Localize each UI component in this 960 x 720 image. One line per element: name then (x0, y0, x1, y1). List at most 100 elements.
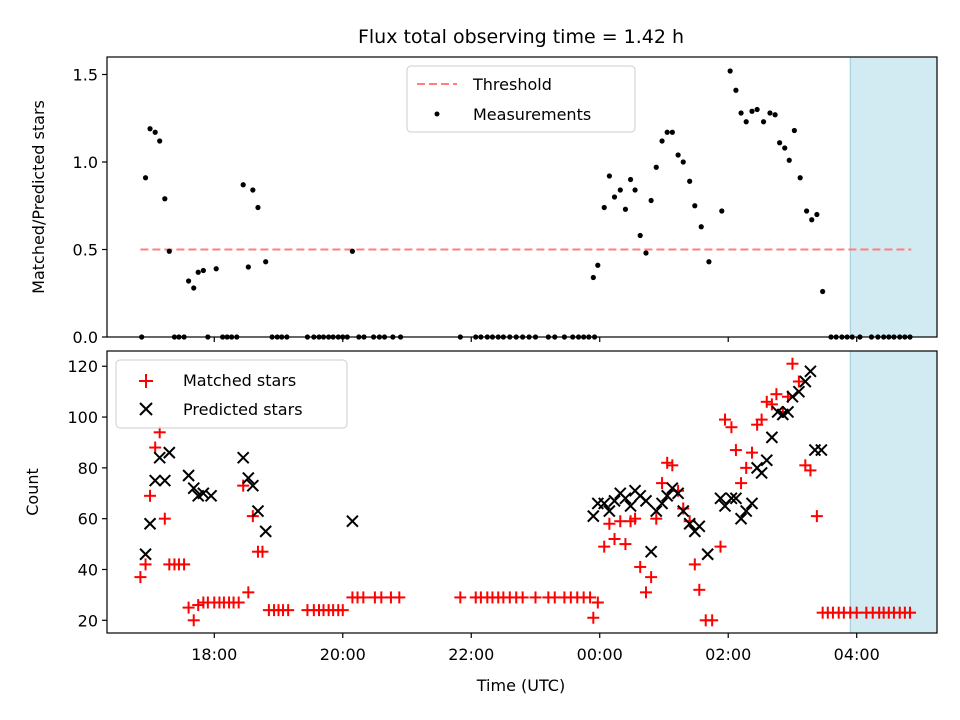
matched-star-point (603, 517, 616, 530)
matched-star-point (629, 512, 642, 525)
panel-bottom-legend: Matched stars Predicted stars (115, 359, 348, 429)
matched-star-point (804, 464, 817, 477)
matched-star-point (393, 591, 406, 604)
measurement-point (767, 110, 773, 116)
measurement-point (185, 278, 192, 284)
matched-star-point (735, 477, 748, 490)
measurement-point (760, 119, 767, 125)
predicted-star-point (693, 520, 706, 533)
measurement-point (617, 187, 623, 193)
measurement-point (627, 176, 634, 183)
matched-star-point (187, 614, 200, 627)
matched-star-point (591, 596, 604, 609)
panel-top: 0.0 0.5 1.0 1.5 Matched/Predicted stars Thr… (29, 56, 938, 347)
panel-top-highlight-span (849, 56, 938, 338)
y-tick-label: 60 (78, 510, 98, 529)
x-tick-label: 20:00 (320, 645, 366, 664)
predicted-star-point (598, 497, 611, 510)
measurement-point (727, 68, 733, 74)
measurement-point (349, 248, 355, 254)
measurement-point (643, 250, 649, 256)
predicted-star-point (725, 492, 738, 505)
matched-star-point (256, 545, 269, 558)
measurement-point (814, 211, 820, 218)
measurement-point (213, 266, 219, 272)
matched-star-point (232, 596, 245, 609)
y-tick-label: 1.0 (73, 153, 98, 172)
matched-star-point (529, 591, 542, 604)
measurement-point (777, 140, 783, 146)
matched-star-point (740, 461, 753, 474)
predicted-star-point (755, 466, 768, 480)
measurement-point (147, 126, 153, 132)
matched-star-point (656, 477, 669, 490)
measurement-point (687, 178, 693, 184)
measurement-point (738, 110, 744, 116)
panel-bottom-highlight-span (849, 350, 938, 634)
matched-star-point (799, 459, 812, 472)
measurement-point (157, 138, 163, 144)
measurement-point (162, 196, 168, 202)
legend-matched-swatch (139, 374, 153, 388)
predicted-star-point (745, 497, 759, 510)
panel-top-frame (106, 56, 938, 338)
predicted-star-point (714, 492, 727, 505)
y-tick-label: 40 (78, 560, 98, 579)
measurement-point (698, 224, 704, 230)
predicted-star-point (671, 487, 685, 500)
measurement-point (653, 164, 659, 170)
measurement-point (142, 175, 149, 181)
measurement-point (200, 267, 206, 274)
measurement-point (706, 259, 712, 265)
panel-top-y-axis: 0.0 0.5 1.0 1.5 (73, 66, 107, 347)
legend-predicted-swatch (139, 402, 153, 416)
measurement-point (719, 208, 725, 214)
measurement-point (749, 108, 755, 114)
predicted-star-point (815, 443, 828, 457)
matched-star-point (745, 446, 758, 459)
matched-star-point (178, 558, 191, 571)
matched-star-point (282, 604, 295, 617)
panel-bottom-frame (106, 350, 938, 634)
panel-bottom: 20 40 60 80 100 120 18:00 20:00 22:00 00:00 02:00… (23, 350, 938, 695)
measurement-point (632, 187, 638, 193)
predicted-star-point (259, 525, 272, 538)
predicted-star-point (760, 454, 773, 467)
predicted-star-point (346, 515, 359, 528)
measurement-point (786, 157, 792, 163)
predicted-stars-series (139, 365, 828, 561)
matched-star-point (619, 538, 632, 551)
matched-star-point (139, 558, 152, 571)
measurement-point (195, 269, 201, 275)
predicted-star-point (683, 517, 696, 530)
measurement-point (152, 129, 158, 135)
matched-star-point (242, 586, 255, 599)
y-tick-label: 0.5 (73, 241, 98, 260)
y-tick-label: 120 (67, 357, 98, 376)
predicted-star-point (603, 504, 616, 518)
predicted-star-point (701, 548, 714, 561)
matched-star-point (792, 375, 805, 388)
measurement-point (772, 112, 778, 118)
measurement-point (659, 138, 665, 144)
predicted-star-point (204, 489, 218, 503)
panel-top-y-axis-label: Matched/Predicted stars (29, 100, 48, 294)
y-tick-label: 20 (78, 611, 98, 630)
measurement-point (675, 152, 681, 158)
matched-star-point (149, 441, 162, 454)
predicted-star-point (251, 504, 265, 518)
predicted-star-point (677, 504, 690, 518)
legend-threshold-label: Threshold (472, 75, 552, 94)
x-tick-label: 04:00 (834, 645, 880, 664)
predicted-star-point (804, 365, 817, 378)
matched-star-point (192, 599, 205, 612)
predicted-star-point (182, 469, 195, 482)
measurement-point (680, 159, 686, 165)
predicted-star-point (153, 451, 166, 464)
panel-bottom-x-axis: 18:00 20:00 22:00 00:00 02:00 04:00 (191, 633, 880, 664)
measurement-point (743, 119, 749, 125)
matched-star-point (650, 512, 663, 525)
y-tick-label: 0.0 (73, 328, 98, 347)
predicted-star-point (236, 451, 250, 464)
measurement-point (803, 208, 810, 214)
